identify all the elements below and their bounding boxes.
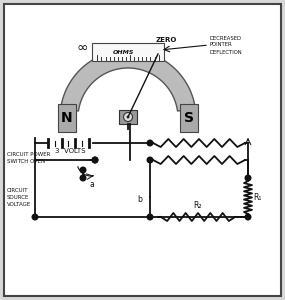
Circle shape	[92, 157, 98, 163]
Bar	[119, 110, 137, 124]
Circle shape	[80, 167, 86, 173]
Text: 3  VOLTS: 3 VOLTS	[55, 148, 86, 154]
Circle shape	[32, 214, 38, 220]
Circle shape	[245, 175, 251, 181]
Circle shape	[245, 214, 251, 220]
Text: ZERO: ZERO	[155, 37, 177, 43]
Text: S: S	[184, 111, 194, 125]
Bar	[58, 104, 76, 132]
Text: DECREASED
POINTER
DEFLECTION: DECREASED POINTER DEFLECTION	[210, 35, 243, 55]
Bar	[92, 43, 164, 61]
Circle shape	[147, 214, 153, 220]
Text: a: a	[89, 180, 94, 189]
Circle shape	[147, 140, 153, 146]
Text: N: N	[61, 111, 73, 125]
Circle shape	[147, 157, 153, 163]
Text: ∞: ∞	[76, 41, 88, 55]
Circle shape	[92, 157, 98, 163]
Text: CIRCUIT
SOURCE
VOLTAGE: CIRCUIT SOURCE VOLTAGE	[7, 188, 31, 207]
Polygon shape	[61, 50, 195, 111]
Circle shape	[123, 112, 133, 122]
Text: R₁: R₁	[253, 193, 261, 202]
Text: CIRCUIT POWER
SWITCH OPEN: CIRCUIT POWER SWITCH OPEN	[7, 152, 50, 164]
Circle shape	[127, 116, 129, 118]
Circle shape	[80, 175, 86, 181]
Text: R₂: R₂	[194, 201, 202, 210]
Bar	[180, 104, 198, 132]
Text: OHMS: OHMS	[112, 50, 134, 55]
Text: b: b	[137, 195, 142, 204]
